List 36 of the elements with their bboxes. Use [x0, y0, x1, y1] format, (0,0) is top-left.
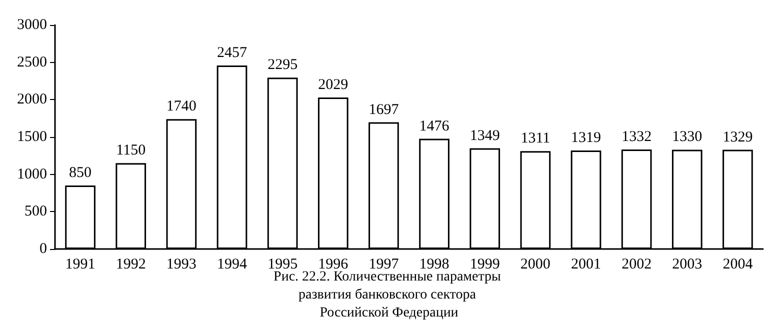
data-label: 1476 [419, 118, 450, 134]
data-label: 2457 [217, 45, 248, 62]
data-label: 1330 [672, 129, 702, 146]
x-tick-label: 1997 [368, 256, 400, 272]
x-tick-label: 2001 [571, 256, 601, 272]
x-tick-label: 1993 [166, 256, 196, 272]
data-label: 1150 [116, 142, 146, 159]
x-tick-label: 2000 [520, 256, 550, 272]
x-tick-label: 1992 [116, 256, 146, 272]
y-tick-label: 500 [24, 204, 47, 220]
x-tick-label: 2002 [622, 256, 652, 272]
y-tick-label: 1500 [17, 129, 47, 145]
data-label: 1697 [368, 102, 400, 118]
y-tick-label: 3000 [17, 17, 47, 33]
data-label: 1311 [520, 130, 550, 147]
x-tick-label: 1998 [419, 256, 450, 272]
data-label: 2029 [318, 77, 348, 93]
data-label: 1332 [622, 129, 652, 146]
x-tick-label: 1991 [65, 256, 96, 272]
x-tick-label: 1999 [470, 256, 500, 272]
y-tick-label: 2000 [17, 92, 47, 108]
x-tick-label: 2003 [672, 256, 702, 272]
y-tick-label: 1000 [17, 166, 47, 182]
text: Рис. 22.2. Количественные параметры развития банковского сектора Российской Федерации [274, 270, 504, 320]
data-label: 2295 [268, 57, 298, 74]
x-tick-label: 1995 [268, 256, 298, 272]
data-label: 1740 [166, 98, 196, 115]
data-label: 1329 [722, 129, 753, 146]
data-label: 850 [69, 165, 92, 182]
y-tick-label: 2500 [17, 54, 47, 70]
data-label: 1319 [571, 130, 601, 146]
data-label: 1349 [470, 128, 500, 144]
x-tick-label: 2004 [722, 256, 754, 272]
y-tick-label: 0 [40, 241, 47, 257]
x-tick-label: 1996 [318, 256, 349, 272]
x-tick-label: 1994 [217, 256, 248, 272]
